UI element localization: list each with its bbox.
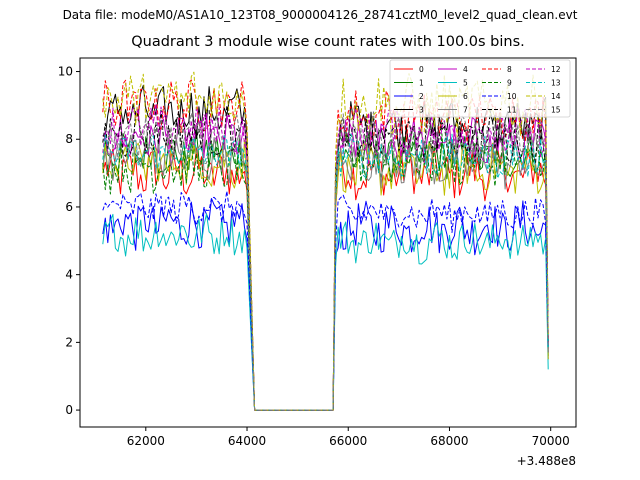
series-line-8: [102, 79, 549, 411]
legend-label-8: 8: [507, 65, 512, 74]
legend-label-9: 9: [507, 79, 512, 88]
series-line-11: [102, 105, 549, 411]
x-tick-label: 70000: [532, 434, 570, 448]
series-line-0: [102, 146, 549, 411]
y-tick-label: 8: [65, 132, 73, 146]
y-tick-label: 4: [65, 268, 73, 282]
series-line-4: [102, 112, 549, 411]
legend-label-1: 1: [419, 79, 424, 88]
series-line-6: [102, 139, 549, 411]
series-line-3: [102, 84, 549, 411]
y-tick-label: 10: [58, 65, 73, 79]
series-line-2: [102, 198, 549, 411]
y-tick-label: 6: [65, 200, 73, 214]
x-tick-label: 66000: [329, 434, 367, 448]
legend-label-15: 15: [551, 106, 561, 115]
legend-label-7: 7: [463, 106, 468, 115]
legend-label-0: 0: [419, 65, 424, 74]
x-tick-label: 68000: [430, 434, 468, 448]
legend-label-6: 6: [463, 92, 468, 101]
legend-label-3: 3: [419, 106, 424, 115]
series-layer: [102, 71, 549, 411]
legend-label-2: 2: [419, 92, 424, 101]
series-line-12: [102, 103, 549, 411]
legend-label-12: 12: [551, 65, 561, 74]
series-line-15: [102, 111, 549, 411]
legend-label-13: 13: [551, 79, 561, 88]
legend-label-10: 10: [507, 92, 517, 101]
chart-title: Quadrant 3 module wise count rates with …: [131, 34, 525, 50]
series-line-14: [102, 71, 549, 411]
legend-label-11: 11: [507, 106, 517, 115]
series-line-13: [102, 132, 549, 411]
legend-label-14: 14: [551, 92, 561, 101]
x-tick-label: 64000: [228, 434, 266, 448]
legend-frame: [389, 59, 571, 118]
y-tick-label: 2: [65, 335, 73, 349]
y-tick-label: 0: [65, 403, 73, 417]
series-line-9: [102, 131, 549, 411]
axes-frame: [79, 57, 577, 428]
x-tick-label: 62000: [127, 434, 165, 448]
legend-label-5: 5: [463, 79, 468, 88]
figure-suptitle: Data file: modeM0/AS1A10_123T08_90000041…: [62, 8, 578, 22]
legend-label-4: 4: [463, 65, 468, 74]
series-line-5: [102, 213, 549, 411]
x-offset-label: +3.488e8: [517, 454, 576, 468]
series-line-10: [102, 190, 549, 411]
